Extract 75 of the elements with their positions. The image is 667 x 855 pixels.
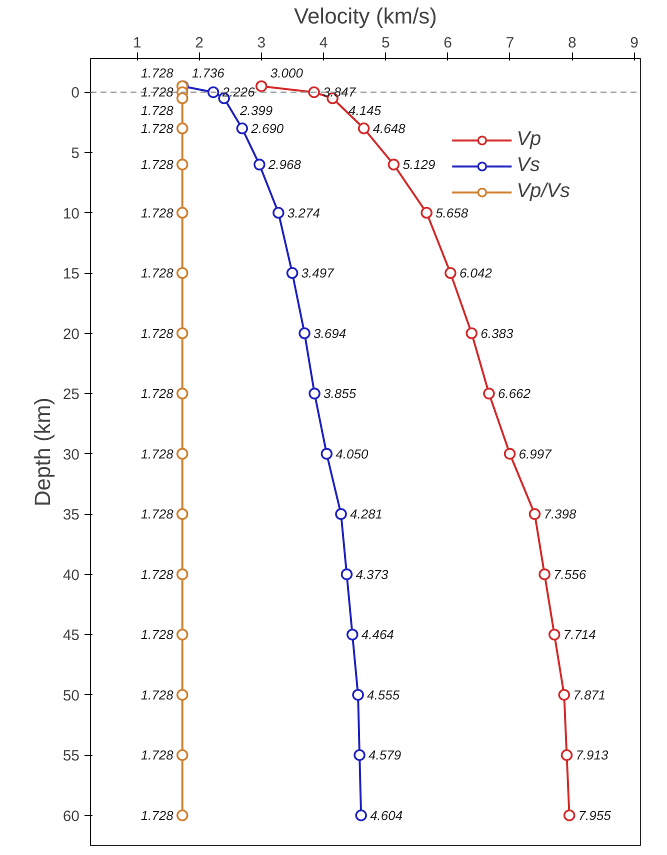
data-label: 1.728 [140,205,174,220]
y-tick-label: 10 [62,205,80,222]
data-label: 1.728 [140,266,174,281]
x-tick-label: 8 [568,34,576,52]
data-label: 3.694 [314,326,346,341]
x-tick-label: 7 [506,34,514,52]
data-label: 3.000 [270,66,304,81]
data-label: 7.556 [554,566,587,582]
y-tick-label: 60 [62,808,80,825]
legend-label: Vp [516,128,542,151]
data-label: 4.579 [368,748,402,763]
data-label: 4.050 [336,446,369,462]
y-tick-label: 30 [62,446,80,464]
y-axis-title: Depth (km) [30,398,55,506]
x-tick-label: 9 [630,34,638,52]
data-label: 5.129 [402,157,436,172]
data-label: 3.497 [301,266,335,281]
data-label: 2.968 [267,157,302,172]
data-label: 2.226 [221,84,256,100]
data-label: 4.464 [361,627,394,642]
data-label: 1.728 [140,748,174,763]
data-label: 4.648 [372,120,406,136]
data-label: 1.728 [140,446,174,462]
data-label: 7.714 [563,627,596,642]
data-label: 7.871 [573,687,606,702]
data-label: 1.728 [140,566,174,582]
x-tick-label: 3 [257,34,266,52]
x-tick-label: 6 [444,34,452,52]
data-label: 4.604 [370,808,403,823]
y-tick-label: 40 [62,566,80,584]
data-label: 7.913 [576,748,610,763]
data-label: 5.658 [436,205,469,220]
legend-label: Vs [516,154,540,177]
x-axis-title: Velocity (km/s) [294,4,438,28]
y-tick-label: 45 [62,627,80,644]
data-label: 1.728 [140,627,174,642]
data-label: 1.728 [140,102,174,118]
x-tick-label: 5 [382,34,390,52]
data-label: 4.145 [348,102,382,118]
data-label: 1.728 [140,84,174,100]
data-label: 1.728 [140,386,174,402]
y-tick-label: 25 [62,386,80,404]
data-label: 6.997 [518,446,552,462]
y-tick-label: 0 [71,84,80,102]
data-label: 1.728 [140,66,174,81]
data-label: 1.728 [140,157,174,172]
data-label: 4.555 [367,687,400,702]
data-label: 2.690 [250,120,284,136]
data-label: 6.042 [459,266,493,281]
y-tick-label: 35 [62,506,80,524]
data-label: 6.662 [498,386,532,402]
y-tick-label: 50 [62,687,80,704]
x-tick-label: 4 [319,34,328,52]
data-label: 1.736 [192,66,226,81]
x-tick-label: 1 [132,34,142,52]
data-label: 7.398 [544,506,578,522]
data-label: 7.955 [578,808,612,823]
y-tick-label: 5 [71,145,80,162]
data-label: 6.383 [480,326,514,341]
y-tick-label: 15 [62,266,80,283]
x-tick-label: 2 [195,34,204,52]
data-label: 1.728 [140,506,174,522]
data-label: 3.855 [324,386,357,402]
data-label: 1.728 [140,808,174,823]
data-label: 4.281 [350,506,383,522]
data-label: 2.399 [239,102,273,118]
legend-label: Vp/Vs [516,180,570,203]
data-label: 3.274 [287,205,320,220]
y-tick-label: 20 [62,326,80,343]
y-tick-label: 55 [62,748,80,765]
data-label: 1.728 [140,687,174,702]
data-label: 3.847 [323,84,356,100]
data-label: 1.728 [140,120,174,136]
data-label: 1.728 [140,326,174,341]
data-label: 4.373 [356,566,390,582]
